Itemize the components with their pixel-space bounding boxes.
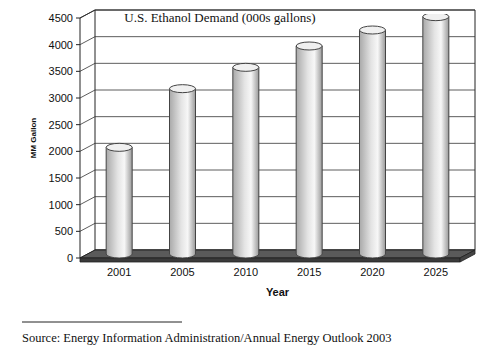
grid-line	[80, 170, 475, 178]
title: U.S. Ethanol Demand (000s gallons)	[124, 10, 315, 25]
bar	[296, 46, 322, 258]
bar-top	[233, 63, 259, 71]
bar	[106, 147, 132, 258]
tick-mark	[76, 231, 80, 232]
bar	[423, 17, 449, 258]
y-tick-label: 1000	[49, 199, 73, 211]
y-axis	[80, 18, 81, 258]
bar-top	[296, 42, 322, 50]
source-note: Source: Energy Information Administratio…	[22, 331, 392, 345]
bar	[233, 67, 259, 258]
tick-mark	[76, 204, 80, 205]
tick-mark	[76, 151, 80, 152]
tick-mark	[76, 98, 80, 99]
chart-container: 0 500 1000 1500 2000 2500 3000 3500 4000 4500 2001…	[0, 0, 493, 353]
y-tick-label: 2500	[49, 119, 73, 131]
back-wall	[95, 10, 475, 250]
y-tick-label: 1500	[49, 172, 73, 184]
grid-line	[80, 250, 475, 258]
floor-edge	[80, 258, 460, 262]
y-tick-label: 3500	[49, 65, 73, 77]
bar-top	[106, 143, 132, 151]
bar	[360, 30, 386, 258]
tick-mark	[76, 124, 80, 125]
bar	[170, 89, 196, 258]
source-rule	[22, 322, 182, 323]
x-tick-label: 2001	[107, 266, 131, 278]
grid-line	[80, 143, 475, 151]
y-axis-label: MM Gallon	[29, 118, 38, 159]
grid-line	[80, 197, 475, 205]
x-tick-label: 2020	[360, 266, 384, 278]
grid-line	[80, 37, 475, 45]
y-tick-label: 500	[55, 225, 73, 237]
y-tick-label: 0	[67, 252, 73, 264]
x-tick-label: 2010	[234, 266, 258, 278]
grid-line	[80, 117, 475, 125]
y-tick-label: 4000	[49, 39, 73, 51]
bars	[106, 14, 449, 258]
y-tick-label: 3000	[49, 92, 73, 104]
grid-line	[80, 223, 475, 231]
tick-mark	[76, 178, 80, 179]
x-tick-label: 2005	[170, 266, 194, 278]
tick-mark	[76, 44, 80, 45]
x-tick-label: 2025	[424, 266, 448, 278]
x-axis-label: Year	[266, 286, 290, 298]
grid-line	[80, 90, 475, 98]
bar-top	[423, 14, 449, 21]
x-tick-label: 2015	[297, 266, 321, 278]
tick-mark	[76, 18, 80, 19]
y-tick-label: 2000	[49, 145, 73, 157]
tick-mark	[76, 258, 80, 259]
y-tick-label: 4500	[49, 12, 73, 24]
floor	[80, 250, 475, 258]
bar-top	[360, 26, 386, 34]
grid-line	[80, 63, 475, 71]
bar-top	[170, 85, 196, 93]
tick-mark	[76, 71, 80, 72]
chart-svg: 0 500 1000 1500 2000 2500 3000 3500 4000 4500 2001…	[0, 0, 493, 353]
floor-edge	[460, 250, 475, 262]
